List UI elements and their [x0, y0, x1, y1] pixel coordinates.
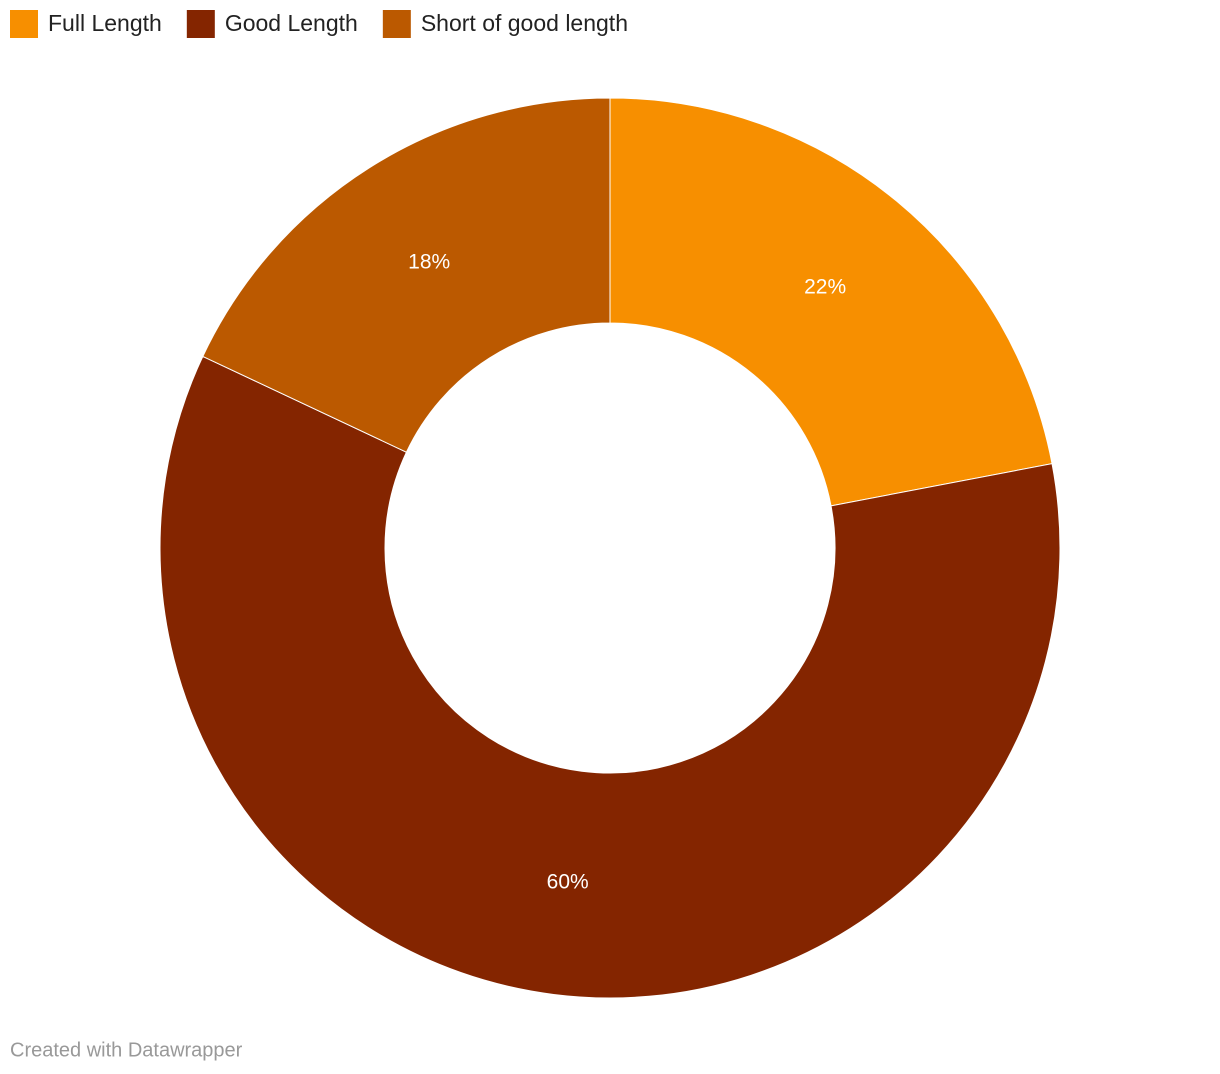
slice [202, 97, 611, 453]
legend-swatch [186, 10, 215, 38]
value-label: 18% [408, 251, 450, 274]
legend-swatch [10, 10, 38, 38]
slice [159, 355, 1061, 999]
footer: Created with Datawrapper [10, 1039, 243, 1061]
legend-label: Full Length [48, 10, 162, 36]
value-label: 60% [547, 870, 589, 893]
slice [609, 97, 1053, 507]
value-label: 22% [804, 275, 846, 298]
legend-swatch [382, 10, 411, 38]
legend-label: Good Length [225, 10, 358, 36]
legend-label: Short of good length [421, 10, 628, 36]
